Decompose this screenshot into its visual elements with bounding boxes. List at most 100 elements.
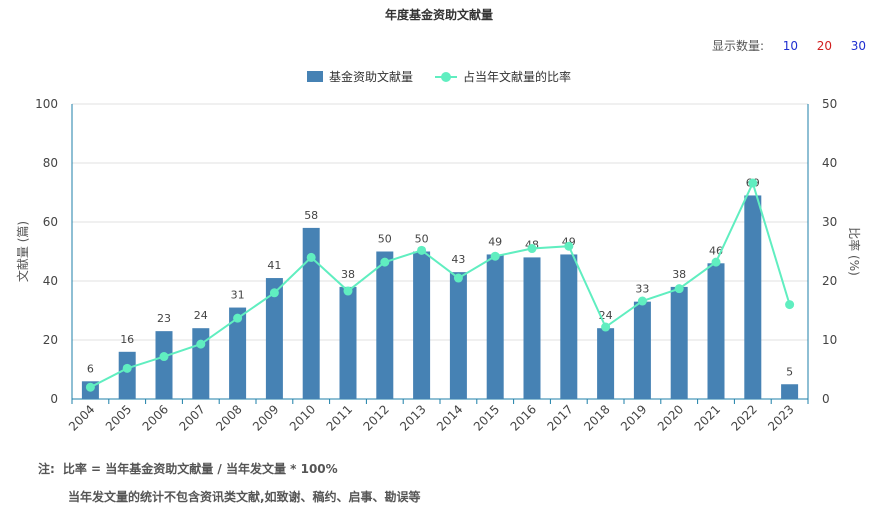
ratio-point bbox=[417, 245, 427, 255]
bar bbox=[265, 278, 283, 399]
ratio-point bbox=[453, 273, 463, 283]
ratio-point bbox=[637, 296, 647, 306]
bar bbox=[413, 251, 431, 399]
ratio-point bbox=[380, 257, 390, 267]
x-tick-label: 2009 bbox=[250, 402, 281, 433]
ratio-point bbox=[785, 300, 795, 310]
bar-data-label: 5 bbox=[786, 365, 793, 378]
x-tick-label: 2013 bbox=[397, 402, 428, 433]
bar bbox=[670, 286, 688, 399]
ratio-point bbox=[527, 244, 537, 254]
bar-data-label: 6 bbox=[87, 362, 94, 375]
notes-line2: 当年发文量的统计不包含资讯类文献,如致谢、稿约、启事、勘误等 bbox=[68, 490, 421, 504]
ratio-point bbox=[711, 257, 721, 267]
bar bbox=[118, 351, 136, 399]
bar bbox=[302, 227, 320, 399]
y-tick-label: 40 bbox=[43, 274, 58, 288]
y2-axis-title: 比率 (%) bbox=[847, 227, 862, 276]
bar bbox=[229, 307, 247, 399]
x-tick-label: 2004 bbox=[66, 402, 97, 433]
count-option-10[interactable]: 10 bbox=[782, 38, 798, 53]
chart-canvas: 0 20 40 60 80 100 0 10 20 30 40 50 文献量 (篇) 比率 (%) 6 16 2… bbox=[15, 97, 862, 434]
bar-data-label: 49 bbox=[488, 235, 502, 248]
ratio-point bbox=[490, 251, 500, 261]
y2-tick-label: 30 bbox=[822, 215, 837, 229]
y2-tick-label: 50 bbox=[822, 97, 837, 111]
bar-data-label: 38 bbox=[341, 268, 355, 281]
bar bbox=[155, 331, 173, 399]
ratio-line bbox=[89, 180, 791, 389]
x-tick-label: 2022 bbox=[728, 402, 759, 433]
bar-data-label: 50 bbox=[415, 233, 429, 246]
x-tick-label: 2007 bbox=[176, 402, 207, 433]
ratio-point bbox=[233, 313, 243, 323]
ratio-point bbox=[674, 284, 684, 294]
bar-data-label: 41 bbox=[267, 259, 281, 272]
y2-tick-label: 10 bbox=[822, 333, 837, 347]
x-tick-label: 2010 bbox=[287, 402, 318, 433]
y-tick-label: 0 bbox=[50, 392, 58, 406]
y2-tick-label: 0 bbox=[822, 392, 830, 406]
x-tick-label: 2023 bbox=[765, 402, 796, 433]
chart-title: 年度基金资助文献量 bbox=[384, 8, 493, 22]
x-tick-label: 2017 bbox=[544, 402, 575, 433]
notes-line1: 比率 = 当年基金资助文献量 / 当年发文量 * 100% bbox=[62, 462, 338, 476]
x-tick-label: 2021 bbox=[692, 402, 723, 433]
bar bbox=[633, 301, 651, 399]
ratio-point bbox=[748, 178, 758, 188]
x-tick-label: 2016 bbox=[508, 402, 539, 433]
chart-notes: 注: 比率 = 当年基金资助文献量 / 当年发文量 * 100% 当年发文量的统… bbox=[38, 460, 421, 505]
count-selector-label: 显示数量: bbox=[711, 39, 764, 53]
x-tick-label: 2008 bbox=[213, 402, 244, 433]
bar bbox=[744, 195, 762, 399]
x-tick-label: 2005 bbox=[103, 402, 134, 433]
y-tick-label: 20 bbox=[43, 333, 58, 347]
y-tick-label: 60 bbox=[43, 215, 58, 229]
legend-swatch-bar bbox=[306, 71, 323, 82]
ratio-point bbox=[122, 363, 132, 373]
bar bbox=[449, 272, 467, 399]
x-tick-label: 2011 bbox=[324, 402, 355, 433]
ratio-point bbox=[159, 352, 169, 362]
ratio-point bbox=[601, 322, 611, 332]
bar bbox=[376, 251, 394, 399]
bar-data-label: 33 bbox=[635, 283, 649, 296]
bar bbox=[560, 254, 578, 399]
count-option-20[interactable]: 20 bbox=[816, 38, 832, 53]
ratio-point bbox=[564, 241, 574, 251]
chart-legend: 基金资助文献量 占当年文献量的比率 bbox=[0, 68, 878, 85]
y2-tick-label: 20 bbox=[822, 274, 837, 288]
bar-data-label: 23 bbox=[157, 312, 171, 325]
bar bbox=[339, 286, 357, 399]
legend-item-line[interactable]: 占当年文献量的比率 bbox=[435, 68, 571, 85]
ratio-point bbox=[269, 288, 279, 298]
bar-data-label: 24 bbox=[194, 309, 208, 322]
x-tick-label: 2012 bbox=[360, 402, 391, 433]
notes-prefix: 注: bbox=[38, 462, 55, 476]
bar bbox=[707, 263, 725, 399]
x-tick-label: 2006 bbox=[140, 402, 171, 433]
count-option-30[interactable]: 30 bbox=[850, 38, 866, 53]
ratio-point bbox=[196, 339, 206, 349]
bar-data-label: 31 bbox=[231, 289, 245, 302]
bar-data-label: 58 bbox=[304, 209, 318, 222]
legend-item-bar[interactable]: 基金资助文献量 bbox=[306, 68, 413, 85]
bar bbox=[597, 328, 615, 399]
bar-data-label: 38 bbox=[672, 268, 686, 281]
bar-data-label: 50 bbox=[378, 233, 392, 246]
y-tick-label: 80 bbox=[43, 156, 58, 170]
ratio-point bbox=[85, 382, 95, 392]
legend-label-line: 占当年文献量的比率 bbox=[463, 70, 572, 84]
x-tick-label: 2018 bbox=[581, 402, 612, 433]
ratio-point bbox=[343, 286, 353, 296]
bar bbox=[781, 384, 799, 399]
y-axis-title: 文献量 (篇) bbox=[15, 221, 30, 282]
legend-label-bar: 基金资助文献量 bbox=[328, 70, 413, 84]
bar bbox=[523, 257, 541, 399]
count-selector: 显示数量: 10 20 30 bbox=[712, 37, 866, 54]
x-tick-label: 2015 bbox=[471, 402, 502, 433]
x-tick-label: 2014 bbox=[434, 402, 465, 433]
x-tick-label: 2020 bbox=[655, 402, 686, 433]
bar-data-label: 43 bbox=[451, 253, 465, 266]
bar bbox=[486, 254, 504, 399]
